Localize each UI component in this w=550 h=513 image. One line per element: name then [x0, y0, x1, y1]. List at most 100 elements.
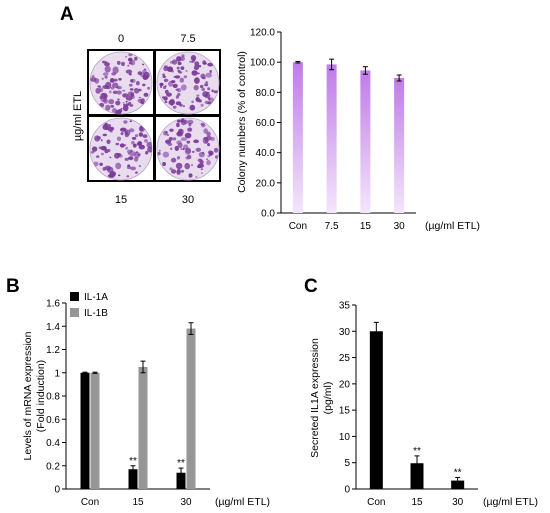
colony-dot [195, 147, 202, 152]
colony-dot [208, 152, 213, 156]
colony-dot [90, 151, 95, 154]
chart-c-bar [410, 463, 424, 489]
colony-dot [91, 75, 95, 78]
colony-dot [120, 132, 124, 136]
colony-dot [104, 75, 108, 79]
colony-dot [112, 82, 119, 88]
colony-dot [107, 166, 114, 173]
colony-dot [175, 88, 179, 91]
colony-dot [119, 143, 125, 148]
colony-dot [179, 77, 184, 83]
colony-dot [123, 120, 128, 124]
colony-cluster-group [90, 120, 152, 178]
colony-dot [177, 61, 182, 66]
colony-dot [137, 98, 143, 103]
colony-dot [91, 146, 98, 152]
colony-dot [109, 90, 112, 94]
colony-dot [102, 72, 109, 76]
colony-dot [202, 151, 205, 154]
colony-dot [118, 78, 122, 81]
colony-dot [128, 156, 134, 161]
chart-b-y-tick-label: 1 [54, 368, 60, 379]
colony-dot [104, 65, 111, 73]
colony-dot [129, 88, 134, 91]
chart-b-bar-il-1a [128, 469, 138, 489]
colony-dot [175, 101, 182, 106]
chart-c-y-tick-label: 30 [339, 327, 351, 338]
colony-dot [169, 128, 174, 132]
colony-dot [203, 136, 208, 141]
colony-dot [179, 56, 185, 61]
colony-dot [110, 104, 115, 108]
colony-dot [175, 162, 183, 170]
colony-dot [118, 174, 121, 177]
colony-dot [184, 132, 192, 139]
colony-dot [169, 98, 175, 104]
colony-dot [101, 77, 104, 81]
colony-dot [147, 86, 151, 90]
colony-dot [107, 148, 111, 153]
colony-dot [158, 149, 161, 152]
colony-dot [118, 87, 121, 89]
colony-dot [166, 92, 172, 97]
colony-dot [100, 139, 103, 142]
chart-c-significance-mark: ** [413, 446, 421, 457]
colony-plates: 0 7.5 15 30 µg/ml ETL [72, 33, 221, 206]
chart-c-y-tick-label: 35 [339, 301, 351, 312]
colony-dot [120, 108, 123, 110]
colony-dot [190, 55, 197, 61]
chart-b-x-tick-label: 15 [132, 497, 144, 508]
colony-dot [177, 168, 181, 172]
colony-dot [195, 97, 200, 102]
colony-dot [116, 153, 122, 157]
colony-dot [126, 175, 130, 178]
colony-dot [194, 77, 200, 84]
colony-dot [106, 139, 111, 145]
chart-b-y-tick-label: 0.6 [46, 415, 60, 426]
colony-dot [188, 173, 193, 178]
chart-b-y-tick-label: 0.2 [46, 461, 60, 472]
colony-dot [112, 90, 118, 95]
colony-dot [130, 59, 136, 66]
colony-dot [167, 134, 169, 136]
colony-dot [177, 70, 181, 72]
colony-dot [164, 89, 169, 94]
colony-dot [134, 56, 138, 61]
chart-b-x-unit: (µg/ml ETL) [215, 496, 270, 508]
colony-dot [165, 139, 172, 144]
colony-dot [95, 155, 100, 158]
colony-dot [209, 70, 212, 73]
chart-a-colony-numbers: 0.0 20.0 40.0 60.0 80.0 100.0 120.0 Con 7.5 15 30 (… [236, 28, 480, 233]
colony-dot [100, 145, 107, 151]
chart-c-y-title: (pg/ml) [322, 382, 334, 415]
colony-dot [111, 72, 117, 76]
colony-dot [147, 146, 152, 153]
colony-dot [162, 73, 165, 76]
colony-dot [189, 60, 193, 63]
colony-dot [131, 140, 135, 145]
colony-dot [200, 168, 204, 171]
chart-b-significance-mark: ** [177, 458, 185, 469]
colony-dot [191, 100, 194, 104]
colony-dot [97, 136, 101, 140]
colony-cluster-group [159, 54, 219, 111]
colony-dot [138, 96, 141, 99]
colony-dot [124, 131, 128, 135]
chart-b-bar-il-1a [176, 472, 186, 489]
chart-c-bar [451, 480, 465, 489]
colony-dot [130, 166, 137, 171]
colony-dot [102, 60, 106, 64]
colony-dot [185, 156, 189, 160]
plate-side-label: µg/ml ETL [72, 91, 84, 141]
colony-dot [142, 83, 146, 87]
colony-dot [201, 123, 206, 128]
colony-dot [104, 122, 108, 125]
colony-dot [183, 119, 188, 125]
colony-dot [180, 118, 185, 123]
colony-dot [142, 63, 145, 66]
chart-c-secreted-il1a: 0 5 10 15 20 25 30 35 Con ** 15 ** 30 (µg/ml ETL) Secr… [309, 301, 538, 509]
colony-dot [184, 148, 192, 155]
colony-dot [146, 141, 152, 149]
colony-dot [129, 128, 135, 133]
colony-dot [127, 152, 130, 155]
